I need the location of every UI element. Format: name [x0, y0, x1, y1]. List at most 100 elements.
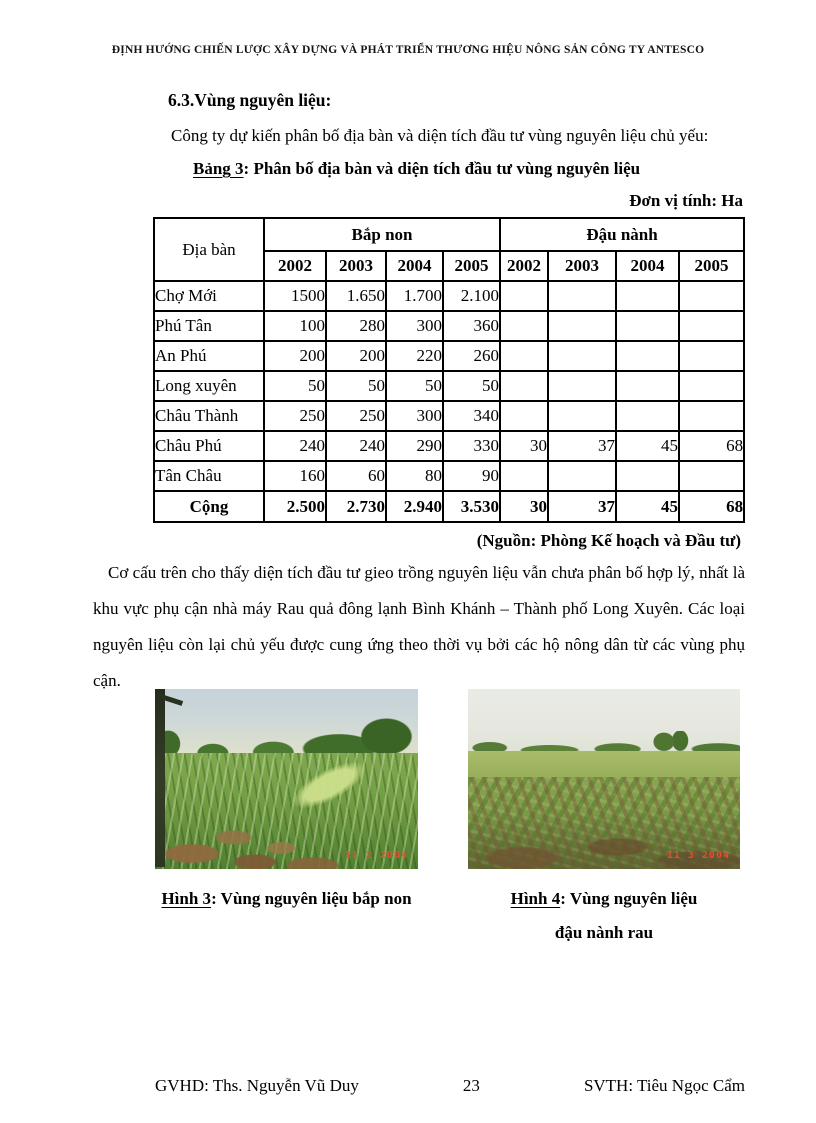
value-cell [615, 370, 681, 402]
year-header: 2003 [547, 250, 618, 282]
table-row: Long xuyên 50 50 50 50 [153, 370, 746, 402]
year-header: 2004 [385, 250, 444, 282]
district-cell: Châu Phú [153, 430, 265, 462]
value-cell: 300 [385, 310, 444, 342]
value-cell [499, 370, 550, 402]
table-header-row-years: 2002 2003 2004 2005 2002 2003 2004 2005 [154, 250, 746, 282]
corn-field-photo: 11 2 2004 [155, 689, 418, 869]
year-header: 2003 [325, 250, 387, 282]
table-header-row-groups: Địa bàn Bắp non Đậu nành [153, 217, 746, 282]
value-cell: 2.100 [441, 280, 502, 312]
value-cell [547, 310, 618, 342]
figure-caption-text: : Vùng nguyên liệu bắp non [211, 889, 412, 908]
photo-date-stamp: 11 3 2004 [666, 850, 730, 861]
table-row: Chợ Mới 1500 1.650 1.700 2.100 [153, 280, 746, 312]
allocation-table: Địa bàn Bắp non Đậu nành 2002 2003 2004 … [153, 217, 746, 523]
figure-caption-line2: đậu nành rau [554, 923, 654, 942]
value-cell [499, 400, 550, 432]
value-cell: 80 [385, 460, 444, 492]
table-caption: Bảng 3: Phân bố địa bàn và diện tích đầu… [193, 157, 745, 181]
table-total-row: Cộng 2.500 2.730 2.940 3.530 30 37 45 68 [153, 490, 746, 523]
value-cell: 1500 [263, 280, 327, 312]
value-cell [678, 460, 746, 492]
figure-caption-text: : Vùng nguyên liệu [560, 889, 698, 908]
value-cell: 240 [325, 430, 387, 462]
column-header-district: Địa bàn [153, 217, 265, 282]
value-cell: 250 [263, 400, 327, 432]
value-cell [615, 310, 681, 342]
photo-tree-trunk [155, 689, 165, 867]
value-cell [678, 400, 746, 432]
photo-midfield-layer [468, 751, 740, 781]
value-cell [547, 340, 618, 372]
table-row: Châu Thành 250 250 300 340 [153, 400, 746, 432]
value-cell: 2.730 [325, 490, 387, 523]
value-cell: 290 [385, 430, 444, 462]
value-cell: 45 [615, 430, 681, 462]
value-cell [615, 460, 681, 492]
table-row: An Phú 200 200 220 260 [153, 340, 746, 372]
value-cell [615, 340, 681, 372]
analysis-paragraph: Cơ cấu trên cho thấy diện tích đầu tư gi… [93, 563, 745, 690]
source-note: (Nguồn: Phòng Kế hoạch và Đầu tư) [476, 531, 741, 550]
district-cell: Châu Thành [153, 400, 265, 432]
district-cell: Cộng [153, 490, 265, 523]
section-heading: 6.3.Vùng nguyên liệu: [168, 90, 332, 110]
column-group-baby-corn: Bắp non [262, 217, 502, 252]
value-cell: 100 [263, 310, 327, 342]
value-cell [615, 280, 681, 312]
value-cell: 1.650 [325, 280, 387, 312]
footer-advisor: GVHD: Ths. Nguyễn Vũ Duy [155, 1076, 359, 1095]
value-cell [499, 280, 550, 312]
year-header: 2005 [441, 250, 502, 282]
value-cell: 250 [325, 400, 387, 432]
value-cell: 330 [441, 430, 502, 462]
value-cell: 240 [263, 430, 327, 462]
value-cell [499, 310, 550, 342]
value-cell: 360 [441, 310, 502, 342]
value-cell: 45 [615, 490, 681, 523]
value-cell: 50 [263, 370, 327, 402]
soybean-field-photo: 11 3 2004 [468, 689, 740, 869]
table-row: Phú Tân 100 280 300 360 [153, 310, 746, 342]
value-cell: 68 [678, 490, 746, 523]
value-cell [499, 460, 550, 492]
value-cell: 340 [441, 400, 502, 432]
figure-baby-corn: 11 2 2004 Hình 3: Vùng nguyên liệu bắp n… [155, 689, 418, 950]
district-cell: Chợ Mới [153, 280, 265, 312]
district-cell: Phú Tân [153, 310, 265, 342]
value-cell: 60 [325, 460, 387, 492]
value-cell [678, 310, 746, 342]
value-cell: 1.700 [385, 280, 444, 312]
value-cell: 200 [263, 340, 327, 372]
table-body: Chợ Mới 1500 1.650 1.700 2.100 Phú Tân 100 280 3… [153, 280, 746, 523]
value-cell: 50 [441, 370, 502, 402]
page-content: 6.3.Vùng nguyên liệu: Công ty dự kiến ph… [93, 0, 746, 950]
table-row: Châu Phú 240 240 290 330 30 37 45 68 [153, 430, 746, 462]
intro-paragraph: Công ty dự kiến phân bố địa bàn và diện … [171, 126, 709, 145]
page-number: 23 [462, 1076, 480, 1095]
value-cell: 30 [499, 430, 550, 462]
figures-row: 11 2 2004 Hình 3: Vùng nguyên liệu bắp n… [155, 689, 745, 950]
value-cell [547, 370, 618, 402]
unit-note: Đơn vị tính: Ha [629, 191, 743, 210]
value-cell [615, 400, 681, 432]
value-cell: 50 [325, 370, 387, 402]
district-cell: Long xuyên [153, 370, 265, 402]
table-row: Tân Châu 160 60 80 90 [153, 460, 746, 492]
value-cell [499, 340, 550, 372]
figure-caption: Hình 4: Vùng nguyên liệu đậu nành rau [468, 882, 740, 950]
running-header: ĐỊNH HƯỚNG CHIẾN LƯỢC XÂY DỰNG VÀ PHÁT T… [111, 44, 705, 56]
value-cell: 37 [547, 430, 618, 462]
value-cell: 2.940 [385, 490, 444, 523]
figure-label: Hình 3 [161, 889, 212, 908]
photo-soil-layer [468, 814, 740, 869]
value-cell [547, 280, 618, 312]
figure-soybean: 11 3 2004 Hình 4: Vùng nguyên liệu đậu n… [468, 689, 740, 950]
table-caption-text: : Phân bố địa bàn và diện tích đầu tư vù… [243, 159, 641, 178]
value-cell [547, 460, 618, 492]
year-header: 2004 [615, 250, 681, 282]
year-header: 2005 [678, 250, 746, 282]
value-cell: 2.500 [263, 490, 327, 523]
